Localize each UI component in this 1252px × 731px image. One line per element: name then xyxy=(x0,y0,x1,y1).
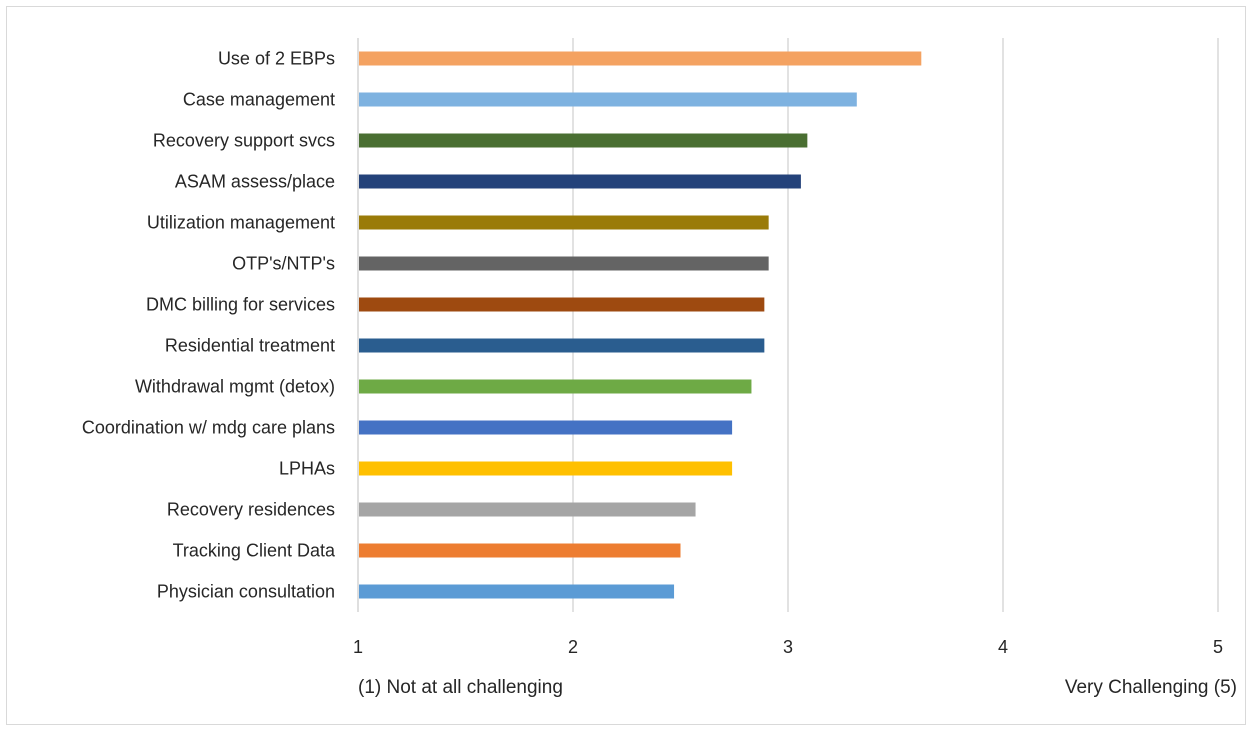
bar xyxy=(359,584,675,599)
category-label: Case management xyxy=(183,90,335,110)
category-label: Residential treatment xyxy=(165,336,335,356)
category-label: DMC billing for services xyxy=(146,295,335,315)
category-label: Recovery residences xyxy=(167,500,335,520)
bar xyxy=(359,338,765,353)
bar xyxy=(359,256,769,271)
bar xyxy=(359,379,752,394)
category-label: Tracking Client Data xyxy=(173,541,336,561)
bar xyxy=(359,543,681,558)
category-label: Recovery support svcs xyxy=(153,131,335,151)
bar xyxy=(359,420,733,435)
category-label: Coordination w/ mdg care plans xyxy=(82,418,335,438)
x-tick-label: 3 xyxy=(783,637,793,657)
bars xyxy=(359,51,922,599)
bar xyxy=(359,92,857,107)
category-label: ASAM assess/place xyxy=(175,172,335,192)
x-tick-label: 4 xyxy=(998,637,1008,657)
bar xyxy=(359,297,765,312)
bar xyxy=(359,461,733,476)
category-label: Utilization management xyxy=(147,213,335,233)
chart-frame xyxy=(6,6,1246,725)
category-label: OTP's/NTP's xyxy=(232,254,335,274)
category-label: LPHAs xyxy=(279,459,335,479)
scale-anchor-left: (1) Not at all challenging xyxy=(358,677,563,698)
category-label: Use of 2 EBPs xyxy=(218,49,335,69)
x-tick-labels: 1 2 3 4 5 xyxy=(353,637,1223,657)
bar xyxy=(359,502,696,517)
scale-anchor-right: Very Challenging (5) xyxy=(1065,677,1237,698)
category-label: Physician consultation xyxy=(157,582,335,602)
x-tick-label: 5 xyxy=(1213,637,1223,657)
bar xyxy=(359,133,808,148)
gridlines xyxy=(572,38,1219,612)
bar xyxy=(359,51,922,66)
bar xyxy=(359,174,801,189)
x-tick-label: 1 xyxy=(353,637,363,657)
category-label: Withdrawal mgmt (detox) xyxy=(135,377,335,397)
bar xyxy=(359,215,769,230)
category-labels: Use of 2 EBPs Case management Recovery sup… xyxy=(82,49,336,602)
x-tick-label: 2 xyxy=(568,637,578,657)
